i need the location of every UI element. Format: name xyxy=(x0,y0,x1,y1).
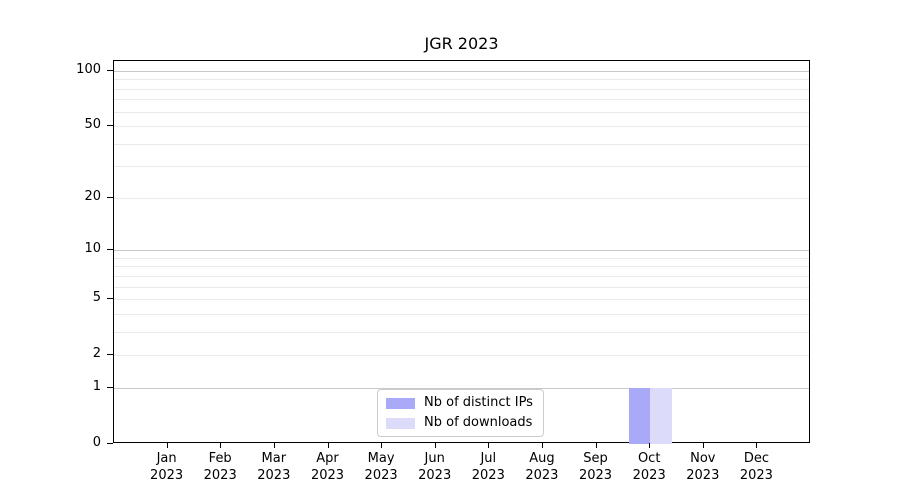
x-tick-label: Nov 2023 xyxy=(686,451,720,483)
x-tick xyxy=(434,443,436,448)
y-tick-label: 5 xyxy=(92,290,101,306)
x-tick xyxy=(756,443,758,448)
y-gridline-minor xyxy=(114,111,809,113)
y-gridline-major xyxy=(114,70,809,72)
legend-item-downloads: Nb of downloads xyxy=(386,413,535,433)
legend-label-distinct-ips: Nb of distinct IPs xyxy=(424,395,533,410)
y-tick xyxy=(107,354,113,356)
y-tick xyxy=(107,298,113,300)
x-tick xyxy=(649,443,651,448)
x-tick-label: Oct 2023 xyxy=(632,451,666,483)
y-tick xyxy=(107,249,113,251)
y-gridline-minor xyxy=(114,257,809,259)
y-gridline-minor xyxy=(114,355,809,357)
chart-title: JGR 2023 xyxy=(424,34,499,53)
plot-area xyxy=(113,60,810,444)
y-tick xyxy=(107,125,113,126)
x-tick xyxy=(702,443,704,448)
y-gridline-minor xyxy=(114,313,809,315)
y-gridline-minor xyxy=(114,99,809,101)
x-tick xyxy=(488,443,490,448)
y-tick-label: 100 xyxy=(76,61,101,77)
x-tick-label: Jan 2023 xyxy=(150,451,184,483)
y-tick xyxy=(107,443,113,444)
y-gridline-minor xyxy=(114,331,809,333)
y-tick-label: 50 xyxy=(84,117,101,132)
y-gridline-major xyxy=(114,250,809,252)
x-tick xyxy=(220,443,222,448)
x-tick xyxy=(541,443,543,448)
y-tick-label: 20 xyxy=(84,188,101,204)
x-tick-label: Jun 2023 xyxy=(418,451,452,483)
y-gridline-minor xyxy=(114,275,809,277)
legend-label-downloads: Nb of downloads xyxy=(424,415,533,430)
y-gridline-minor xyxy=(114,79,809,81)
y-tick xyxy=(107,386,113,388)
y-tick-label: 2 xyxy=(92,346,101,362)
x-tick-label: Jul 2023 xyxy=(471,451,505,483)
y-tick-label: 1 xyxy=(92,378,101,394)
y-tick-label: 10 xyxy=(84,241,101,257)
y-gridline-minor xyxy=(114,197,809,199)
x-tick-label: Dec 2023 xyxy=(739,451,773,483)
y-gridline-minor xyxy=(114,266,809,268)
y-gridline-minor xyxy=(114,143,809,145)
bar-downloads xyxy=(650,387,672,444)
x-tick-label: Apr 2023 xyxy=(310,451,345,483)
x-tick-label: Aug 2023 xyxy=(525,451,559,483)
x-tick-label: Mar 2023 xyxy=(257,451,291,483)
x-tick xyxy=(327,443,329,448)
x-tick-label: May 2023 xyxy=(364,451,398,483)
x-tick-label: Feb 2023 xyxy=(203,451,237,483)
x-tick-label: Sep 2023 xyxy=(578,451,613,483)
x-tick xyxy=(166,443,168,448)
legend-swatch-downloads xyxy=(386,417,415,429)
x-tick xyxy=(381,443,383,448)
y-tick xyxy=(107,196,113,198)
y-tick-label: 0 xyxy=(92,435,101,450)
y-gridline-minor xyxy=(114,126,809,127)
bar-distinct-ips xyxy=(628,387,651,444)
y-gridline-major xyxy=(114,387,809,389)
legend-item-distinct-ips: Nb of distinct IPs xyxy=(386,393,535,413)
y-gridline-minor xyxy=(114,299,809,301)
legend: Nb of distinct IPs Nb of downloads xyxy=(377,389,544,437)
x-tick xyxy=(595,443,597,448)
x-tick xyxy=(273,443,275,448)
y-gridline-minor xyxy=(114,286,809,288)
legend-swatch-distinct-ips xyxy=(386,397,415,409)
y-gridline-minor xyxy=(114,88,809,90)
y-tick xyxy=(107,69,113,71)
y-gridline-minor xyxy=(114,166,809,168)
